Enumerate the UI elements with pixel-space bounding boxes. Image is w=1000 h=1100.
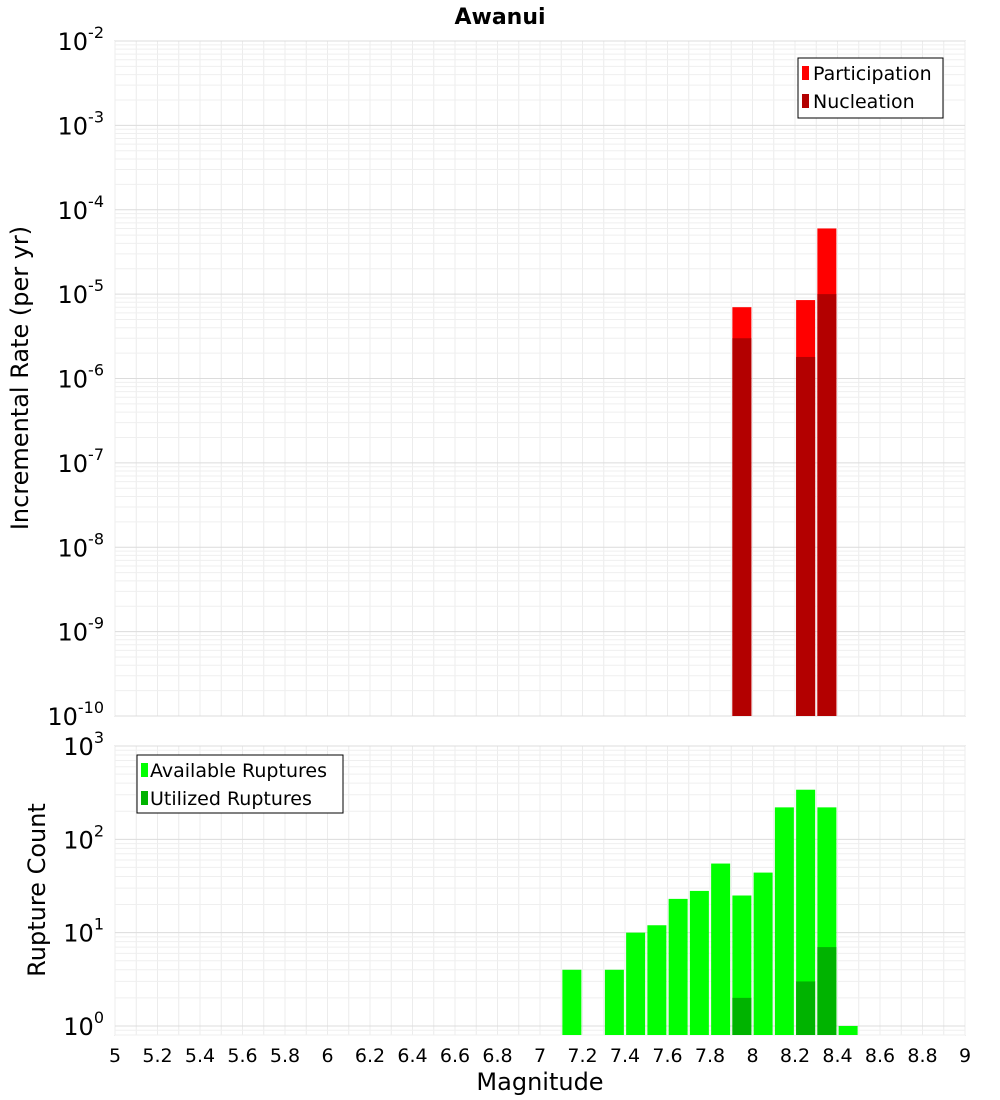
available-legend-swatch: [141, 763, 148, 777]
x-tick-label: 8.8: [907, 1045, 937, 1067]
x-tick-label: 6.4: [397, 1045, 427, 1067]
x-tick-label: 9: [959, 1045, 971, 1067]
count-series-0-bar: [774, 807, 794, 1035]
participation-legend-swatch: [802, 66, 809, 80]
count-series-0-bar: [562, 969, 582, 1035]
participation-legend-label: Participation: [813, 63, 932, 85]
y-tick-label: 10-8: [58, 529, 105, 562]
y-tick-label: 10-4: [58, 192, 105, 225]
top-y-ticks: 10-10 10-9 10-8 10-7 10-6 10-5 10-4 10-3 10-2: [47, 23, 104, 731]
x-tick-label: 5.8: [270, 1045, 300, 1067]
y-tick-label: 10-5: [58, 276, 105, 309]
bottom-y-ticks: 100 101 102 103: [63, 728, 104, 1041]
x-tick-label: 6: [321, 1045, 333, 1067]
y-tick-label: 10-2: [58, 23, 105, 56]
rate-series-1-bar: [732, 338, 752, 716]
top-y-axis-label: Incremental Rate (per yr): [6, 226, 34, 530]
x-tick-label: 5: [109, 1045, 121, 1067]
nucleation-legend-label: Nucleation: [813, 91, 915, 113]
y-tick-label: 10-6: [58, 361, 105, 394]
x-tick-label: 6.6: [440, 1045, 470, 1067]
x-tick-label: 6.2: [355, 1045, 385, 1067]
bottom-legend: Available Ruptures Utilized Ruptures: [136, 754, 344, 814]
count-series-0-bar: [647, 925, 667, 1035]
x-tick-label: 8.2: [780, 1045, 810, 1067]
count-series-0-bar: [711, 863, 731, 1035]
count-series-0-bar: [796, 789, 816, 1035]
top-legend: Participation Nucleation: [797, 57, 944, 119]
count-series-0-bar: [668, 898, 688, 1035]
count-series-0-bar: [626, 932, 646, 1035]
utilized-legend-swatch: [141, 791, 148, 805]
x-tick-label: 8.4: [822, 1045, 852, 1067]
count-series-0-bar: [838, 1025, 858, 1035]
x-tick-label: 7.8: [695, 1045, 725, 1067]
y-tick-label: 10-7: [58, 445, 105, 478]
count-series-0-bar: [753, 872, 773, 1035]
y-tick-label: 10-3: [58, 107, 105, 140]
x-tick-label: 7: [534, 1045, 546, 1067]
x-tick-label: 7.6: [652, 1045, 682, 1067]
bottom-plot: 100 101 102 103 5 5.2 5.4 5.6 5.8 6 6.2 6.4 6.6 6.8 7…: [23, 728, 971, 1096]
bottom-gridlines: [114, 745, 966, 1036]
y-tick-label: 10-10: [47, 698, 104, 731]
top-bars: [732, 228, 837, 716]
rate-series-1-bar: [817, 294, 837, 716]
count-series-1-bar: [817, 947, 837, 1035]
x-tick-label: 5.6: [227, 1045, 257, 1067]
available-legend-label: Available Ruptures: [150, 760, 327, 782]
top-plot: 10-10 10-9 10-8 10-7 10-6 10-5 10-4 10-3 10-2 In…: [6, 23, 966, 731]
top-gridlines: [114, 40, 966, 717]
utilized-legend-label: Utilized Ruptures: [150, 788, 312, 810]
nucleation-legend-swatch: [802, 94, 809, 108]
x-tick-label: 8.6: [865, 1045, 895, 1067]
y-tick-label: 102: [63, 821, 104, 854]
top-legend-box: [797, 57, 944, 119]
y-tick-label: 101: [63, 915, 104, 948]
y-tick-label: 103: [63, 728, 104, 761]
x-tick-label: 5.4: [185, 1045, 215, 1067]
x-tick-label: 6.8: [482, 1045, 512, 1067]
x-tick-label: 7.4: [610, 1045, 640, 1067]
bottom-y-axis-label: Rupture Count: [23, 803, 51, 977]
bottom-legend-box: [136, 754, 344, 814]
count-series-1-bar: [732, 997, 752, 1035]
count-series-0-bar: [689, 890, 709, 1035]
y-tick-label: 100: [63, 1008, 104, 1041]
x-axis-label: Magnitude: [476, 1068, 603, 1096]
x-tick-label: 5.2: [142, 1045, 172, 1067]
x-tick-label: 8: [746, 1045, 758, 1067]
bottom-bars: [562, 789, 858, 1035]
chart-title: Awanui: [454, 5, 545, 30]
x-tick-label: 7.2: [567, 1045, 597, 1067]
rate-series-1-bar: [796, 356, 816, 716]
y-tick-label: 10-9: [58, 614, 105, 647]
count-series-0-bar: [604, 969, 624, 1035]
count-series-1-bar: [796, 981, 816, 1035]
x-ticks: 5 5.2 5.4 5.6 5.8 6 6.2 6.4 6.6 6.8 7 7.2 7.4 7.6 7.8 8…: [109, 1045, 971, 1067]
